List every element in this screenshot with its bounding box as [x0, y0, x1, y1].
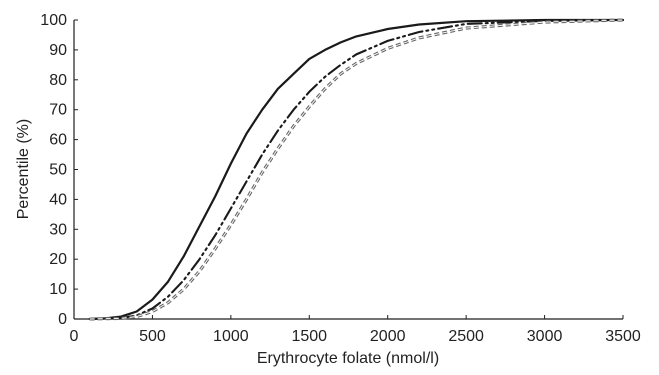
series-line-dashed-double-outer — [89, 18, 624, 321]
y-axis-label: Percentile (%) — [15, 119, 32, 219]
x-tick-label: 2000 — [370, 328, 406, 345]
y-tick-label: 0 — [58, 311, 67, 328]
x-axis-label: Erythrocyte folate (nmol/l) — [257, 350, 439, 367]
y-tick-label: 40 — [49, 191, 67, 208]
x-tick-label: 500 — [139, 328, 166, 345]
x-tick-label: 0 — [70, 328, 79, 345]
x-tick-label: 3500 — [605, 328, 641, 345]
x-tick-label: 1000 — [213, 328, 249, 345]
series-line-dash-dot — [88, 18, 625, 321]
y-tick-label: 60 — [49, 132, 67, 149]
series-line-dashed-double-inner — [89, 19, 624, 320]
y-tick-label: 50 — [49, 162, 67, 179]
y-tick-label: 100 — [40, 12, 67, 29]
y-tick-label: 70 — [49, 102, 67, 119]
x-tick-label: 2500 — [448, 328, 484, 345]
y-tick-label: 20 — [49, 251, 67, 268]
y-tick-label: 80 — [49, 72, 67, 89]
x-tick-label: 1500 — [291, 328, 327, 345]
series-layer — [88, 18, 625, 321]
x-tick-group: 0 500 1000 1500 2000 2500 3000 3500 — [70, 315, 641, 345]
x-tick-label: 3000 — [527, 328, 563, 345]
y-tick-label: 10 — [49, 281, 67, 298]
series-line-solid — [88, 18, 625, 321]
y-tick-label: 90 — [49, 42, 67, 59]
y-tick-label: 30 — [49, 221, 67, 238]
y-tick-group: 0 10 20 30 40 50 60 70 80 90 100 — [40, 12, 78, 328]
